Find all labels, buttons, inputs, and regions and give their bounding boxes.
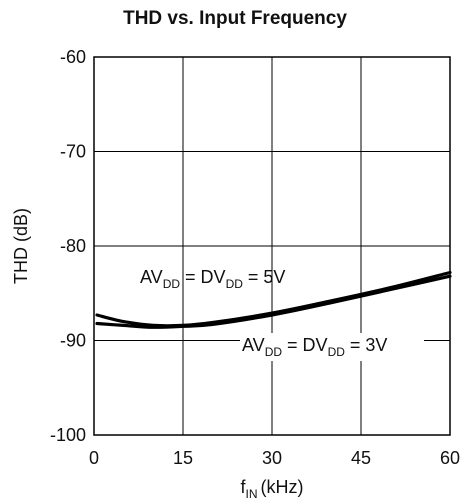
y-tick-label: -90: [60, 331, 86, 351]
x-tick-labels: 0 15 30 45 60: [89, 448, 460, 468]
grid-lines: [93, 56, 451, 436]
chart-title: THD vs. Input Frequency: [123, 8, 347, 29]
series-lines: [95, 270, 452, 329]
y-tick-label: -60: [60, 47, 86, 67]
x-tick-label: 45: [351, 448, 371, 468]
y-tick-label: -70: [60, 142, 86, 162]
x-tick-label: 60: [440, 448, 460, 468]
y-tick-label: -100: [50, 425, 86, 445]
x-tick-label: 30: [262, 448, 282, 468]
y-tick-label: -80: [60, 236, 86, 256]
series-line-3v: [95, 274, 452, 329]
annotation-3v: AVDD = DVDD = 3V: [242, 335, 387, 359]
y-tick-labels: -60 -70 -80 -90 -100: [50, 47, 86, 445]
x-axis-label: fIN (kHz): [240, 477, 303, 501]
plot-frame: [93, 56, 451, 436]
series-line-5v: [95, 270, 452, 328]
x-tick-label: 0: [89, 448, 99, 468]
y-axis-label: THD (dB): [11, 208, 31, 284]
x-tick-label: 15: [173, 448, 193, 468]
annotation-3v-background: [240, 333, 424, 361]
annotation-5v: AVDD = DVDD = 5V: [140, 267, 285, 291]
